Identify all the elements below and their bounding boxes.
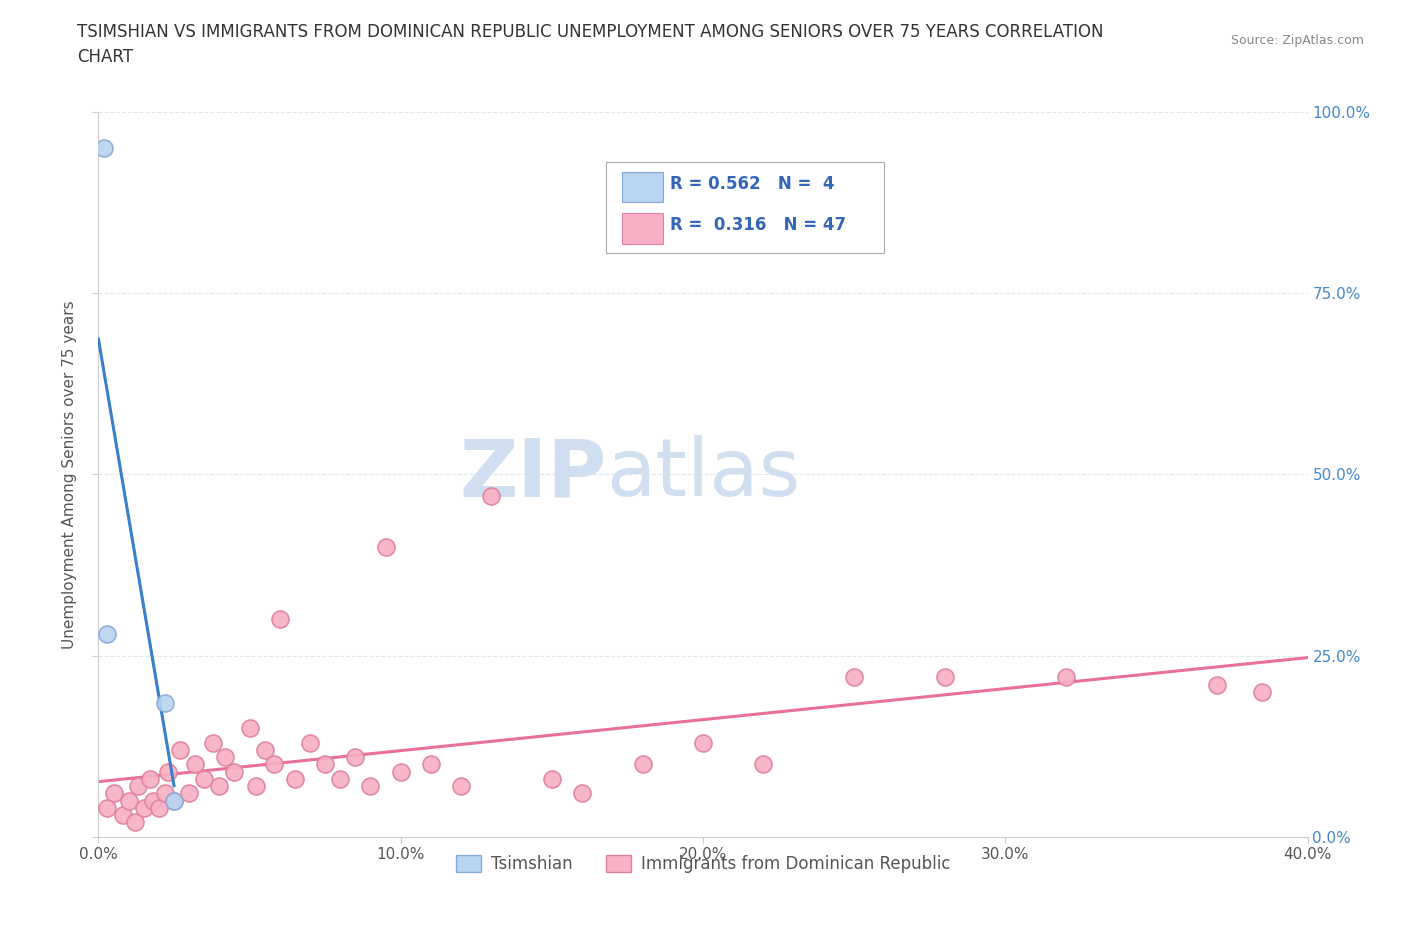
Point [132, 801, 155, 816]
Point [163, 793, 186, 808]
Point [540, 772, 562, 787]
Point [163, 793, 186, 808]
Point [111, 808, 134, 823]
Point [752, 757, 775, 772]
Point [934, 670, 956, 684]
Text: Source: ZipAtlas.com: Source: ZipAtlas.com [1230, 34, 1364, 47]
Point [329, 772, 352, 787]
Point [1206, 677, 1229, 692]
FancyBboxPatch shape [606, 163, 884, 253]
Point [692, 736, 714, 751]
Point [571, 786, 593, 801]
Point [118, 793, 141, 808]
Point [184, 757, 207, 772]
Point [314, 757, 336, 772]
Point [245, 778, 267, 793]
Legend: Tsimshian, Immigrants from Dominican Republic: Tsimshian, Immigrants from Dominican Rep… [449, 848, 957, 880]
Point [239, 721, 262, 736]
Point [224, 764, 246, 779]
Point [139, 772, 162, 787]
Point [208, 778, 231, 793]
FancyBboxPatch shape [621, 213, 664, 244]
Point [93, 140, 115, 155]
Point [103, 786, 125, 801]
Point [844, 670, 866, 684]
FancyBboxPatch shape [621, 172, 664, 203]
Text: TSIMSHIAN VS IMMIGRANTS FROM DOMINICAN REPUBLIC UNEMPLOYMENT AMONG SENIORS OVER : TSIMSHIAN VS IMMIGRANTS FROM DOMINICAN R… [77, 23, 1104, 41]
Point [1054, 670, 1077, 684]
Text: CHART: CHART [77, 48, 134, 66]
Point [389, 764, 412, 779]
Point [263, 757, 285, 772]
Point [127, 778, 149, 793]
Text: R = 0.562   N =  4: R = 0.562 N = 4 [671, 175, 835, 193]
Point [481, 488, 503, 503]
Point [96, 627, 118, 642]
Point [450, 778, 472, 793]
Point [148, 801, 170, 816]
Point [179, 786, 201, 801]
Point [169, 742, 191, 757]
Point [299, 736, 322, 751]
Text: atlas: atlas [606, 435, 800, 513]
Point [193, 772, 215, 787]
Point [96, 801, 118, 816]
Point [284, 772, 307, 787]
Point [124, 815, 146, 830]
Point [253, 742, 276, 757]
Point [153, 786, 176, 801]
Point [420, 757, 443, 772]
Point [269, 612, 291, 627]
Point [631, 757, 654, 772]
Point [142, 793, 165, 808]
Point [360, 778, 382, 793]
Text: R =  0.316   N = 47: R = 0.316 N = 47 [671, 217, 846, 234]
Point [202, 736, 225, 751]
Y-axis label: Unemployment Among Seniors over 75 years: Unemployment Among Seniors over 75 years [62, 300, 77, 648]
Point [153, 696, 176, 711]
Point [214, 750, 236, 764]
Point [374, 539, 396, 554]
Point [344, 750, 367, 764]
Text: ZIP: ZIP [458, 435, 606, 513]
Point [156, 764, 179, 779]
Point [1251, 684, 1274, 699]
